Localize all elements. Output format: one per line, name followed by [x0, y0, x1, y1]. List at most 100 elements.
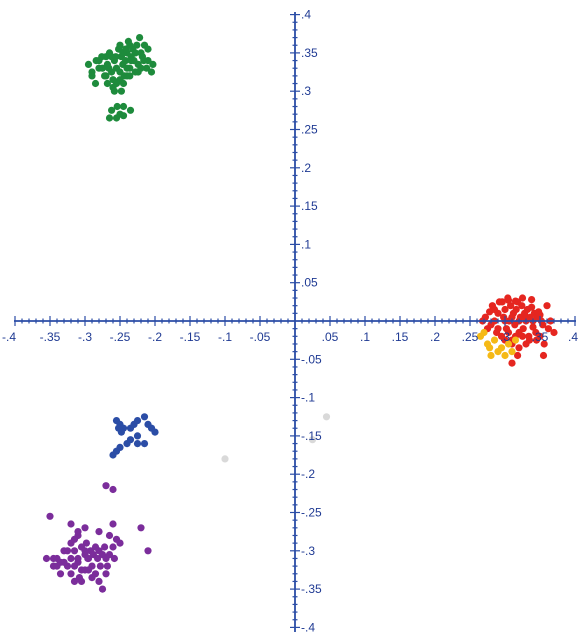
y-tick-label: -.1	[301, 391, 315, 405]
data-point	[53, 562, 61, 570]
data-point	[96, 562, 104, 570]
data-point	[109, 520, 117, 528]
y-tick-label: -.2	[301, 467, 315, 481]
data-point	[112, 114, 121, 122]
data-point	[137, 64, 145, 72]
data-point	[113, 102, 121, 111]
data-point	[46, 512, 54, 520]
data-point	[91, 79, 100, 88]
data-point	[77, 577, 86, 586]
data-point	[103, 79, 111, 88]
data-point	[149, 60, 157, 68]
data-point	[486, 344, 494, 352]
data-point	[67, 554, 75, 563]
y-tick-label: .1	[301, 237, 311, 251]
x-tick-label: -.1	[218, 330, 232, 344]
data-point	[126, 72, 134, 80]
data-point	[522, 313, 530, 321]
data-point	[123, 64, 131, 72]
data-point	[127, 57, 135, 65]
x-tick-label: -.05	[250, 330, 271, 344]
data-point	[308, 436, 317, 444]
data-point	[490, 336, 499, 344]
data-point	[143, 64, 151, 72]
data-point	[221, 455, 229, 463]
data-point	[95, 528, 103, 536]
data-point	[74, 528, 82, 536]
y-tick-label: -.05	[301, 352, 322, 366]
y-tick-label: .3	[301, 84, 311, 98]
data-point	[74, 554, 82, 563]
data-point	[144, 45, 152, 53]
data-point	[529, 323, 537, 331]
data-point	[67, 539, 75, 547]
data-point	[98, 585, 107, 593]
data-point	[105, 114, 114, 122]
data-point	[98, 53, 106, 61]
data-point	[501, 351, 509, 360]
data-point	[144, 57, 152, 65]
data-point	[133, 417, 142, 425]
data-point	[539, 351, 548, 360]
x-tick-label: .2	[430, 330, 440, 344]
data-point	[140, 413, 149, 421]
data-point	[504, 328, 513, 337]
data-point	[126, 41, 134, 49]
data-point	[550, 328, 558, 337]
data-point	[67, 520, 75, 528]
data-point	[494, 325, 502, 333]
data-point	[497, 344, 506, 352]
data-point	[70, 547, 79, 555]
data-point	[136, 34, 144, 42]
data-point	[487, 351, 495, 360]
data-point	[109, 451, 117, 459]
x-tick-label: .25	[462, 330, 479, 344]
data-point	[515, 344, 523, 352]
x-tick-label: .1	[360, 330, 370, 344]
data-point	[476, 332, 485, 340]
data-point	[103, 562, 111, 570]
data-point	[528, 303, 536, 311]
data-point	[507, 302, 515, 310]
data-point	[543, 302, 551, 310]
data-point	[133, 41, 141, 49]
data-point	[84, 554, 92, 563]
data-point	[498, 298, 506, 306]
data-point	[540, 340, 548, 348]
data-point	[525, 336, 534, 344]
data-point	[115, 424, 123, 432]
data-point	[519, 325, 527, 333]
data-point	[110, 87, 118, 95]
data-point	[88, 72, 96, 80]
data-point	[116, 539, 124, 547]
data-point	[501, 305, 509, 314]
data-point	[81, 524, 89, 532]
x-tick-label: -.4	[2, 330, 16, 344]
x-tick-label: -.3	[78, 330, 92, 344]
data-point	[101, 543, 109, 551]
data-point	[536, 311, 544, 319]
y-tick-label: -.4	[301, 620, 315, 634]
y-tick-label: .25	[301, 123, 318, 137]
data-point	[147, 68, 156, 76]
data-point	[110, 554, 118, 563]
y-tick-label: .05	[301, 276, 318, 290]
data-point	[508, 313, 516, 321]
data-point	[63, 547, 72, 555]
data-point	[94, 554, 102, 563]
data-point	[116, 41, 124, 49]
data-point	[504, 340, 513, 348]
y-tick-label: .4	[301, 8, 311, 22]
data-point	[84, 60, 93, 68]
data-point	[112, 53, 120, 61]
data-point	[105, 551, 114, 559]
data-point	[92, 57, 100, 65]
data-point	[122, 57, 130, 65]
axes-layer	[14, 12, 576, 632]
y-tick-label: -.25	[301, 506, 322, 520]
data-point	[105, 531, 114, 540]
data-point	[133, 432, 142, 440]
tick-labels-layer: -.4 -.35 -.3 -.25 -.2 -.15 -.1 -.05.05.1.15.2.2…	[2, 8, 578, 635]
y-tick-label: -.35	[301, 582, 322, 596]
